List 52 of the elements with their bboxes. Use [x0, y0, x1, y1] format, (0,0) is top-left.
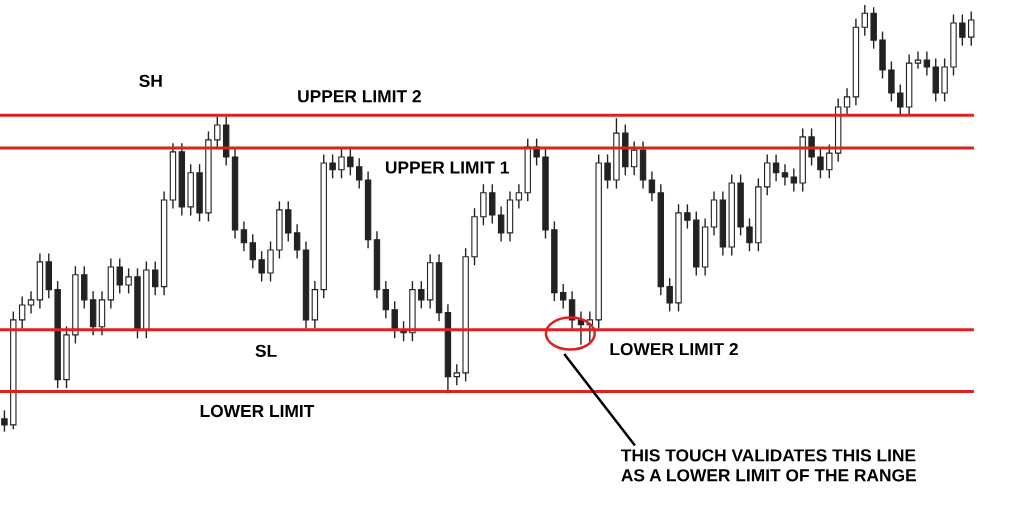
candlestick — [347, 147, 354, 177]
candlestick — [790, 167, 798, 193]
candlestick — [817, 147, 824, 180]
candlestick — [515, 183, 523, 210]
candlestick — [826, 143, 833, 180]
candlestick — [861, 4, 869, 37]
annotation: SH — [139, 74, 162, 87]
candlestick — [391, 300, 398, 339]
candlestick — [489, 183, 496, 225]
candlestick — [418, 280, 425, 310]
candlestick — [285, 200, 292, 243]
candlestick — [772, 153, 780, 182]
candlestick — [453, 363, 461, 386]
candlestick — [959, 13, 966, 47]
candlestick — [258, 250, 265, 283]
candlestick — [18, 295, 26, 330]
candlestick — [843, 87, 851, 117]
candlestick — [666, 277, 673, 313]
candlestick — [293, 223, 301, 260]
candlestick — [923, 50, 931, 77]
candlestick — [764, 153, 771, 197]
candlestick — [240, 220, 248, 252]
candlestick — [267, 240, 274, 283]
candlestick — [746, 217, 753, 252]
candlestick — [338, 147, 345, 180]
ref-line-label: UPPER LIMIT 1 — [385, 161, 509, 174]
candlestick — [781, 163, 789, 187]
candlestick — [1, 409, 8, 433]
ref-line-label: LOWER LIMIT 2 — [610, 342, 738, 356]
candlestick — [888, 60, 895, 103]
candlestick — [356, 157, 363, 190]
candlestick — [27, 290, 35, 315]
candlestick — [249, 233, 257, 270]
candlestick — [968, 10, 975, 47]
candlestick — [897, 83, 904, 117]
candlestick — [382, 280, 390, 319]
candlestick — [914, 50, 922, 70]
candlestick — [497, 205, 505, 243]
candlestick — [560, 283, 567, 310]
candlestick — [329, 153, 336, 180]
ref-line-label: UPPER LIMIT 2 — [298, 90, 421, 103]
candlestick — [648, 170, 656, 203]
candlestick — [125, 267, 132, 295]
candlestick — [116, 257, 123, 295]
candlestick — [152, 260, 159, 296]
text: THIS TOUCH VALIDATES THIS LINE AS A LOWER LIMIT OF THE RANGE — [621, 449, 916, 482]
annotation: SL — [255, 344, 277, 357]
candlestick — [480, 183, 487, 226]
candlestick — [684, 203, 691, 230]
ref-line-label: LOWER LIMIT — [200, 404, 315, 418]
candlestick — [604, 153, 611, 190]
candlestick — [630, 140, 638, 177]
